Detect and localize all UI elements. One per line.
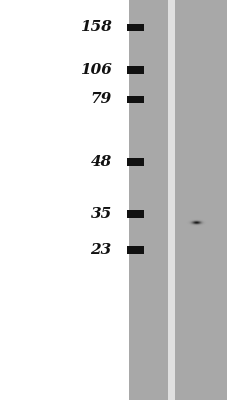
Bar: [126, 24, 143, 31]
Text: 23: 23: [90, 243, 111, 257]
Bar: [174, 0, 227, 400]
Text: 106: 106: [79, 63, 111, 77]
Bar: [126, 246, 143, 254]
Text: 35: 35: [90, 207, 111, 221]
Text: 79: 79: [90, 92, 111, 106]
Bar: [126, 210, 143, 218]
Bar: [128, 0, 167, 400]
Bar: [126, 158, 143, 166]
Bar: [167, 0, 174, 400]
Bar: [126, 66, 143, 74]
Text: 48: 48: [90, 155, 111, 169]
Text: 158: 158: [79, 20, 111, 34]
Bar: [126, 96, 143, 103]
